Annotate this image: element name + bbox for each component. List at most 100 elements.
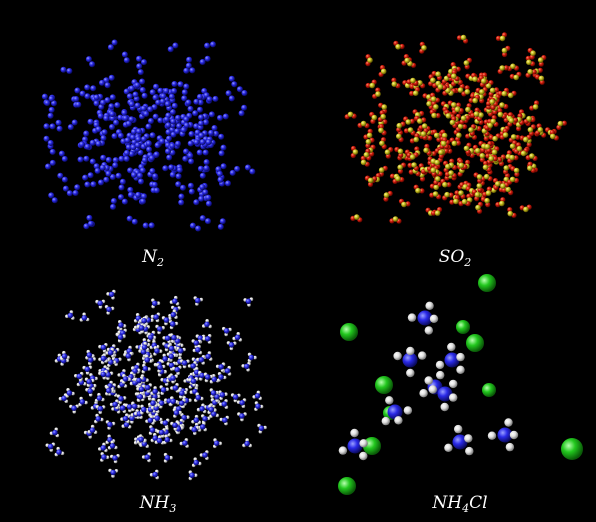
nitrogen-atom [205, 353, 211, 360]
sulfur-atom [527, 69, 533, 75]
nitrogen-atom [95, 140, 102, 147]
nitrogen-atom [142, 222, 149, 229]
oxygen-atom [531, 69, 537, 75]
nitrogen-atom [123, 155, 130, 162]
oxygen-atom [502, 51, 508, 58]
nitrogen-atom [96, 395, 103, 402]
nitrogen-atom [153, 187, 160, 194]
nitrogen-atom [114, 102, 121, 109]
nitrogen-atom [89, 158, 96, 165]
nitrogen-atom [203, 159, 210, 166]
nitrogen-atom [182, 440, 188, 447]
hydrogen-atom [429, 314, 439, 323]
sulfur-atom [435, 176, 441, 182]
nitrogen-atom [108, 74, 115, 81]
nitrogen-atom [66, 390, 73, 396]
nitrogen-atom [199, 172, 206, 179]
sulfur-atom [508, 117, 515, 124]
sulfur-atom [451, 140, 458, 147]
nitrogen-atom [112, 162, 119, 169]
sulfur-atom [550, 133, 556, 140]
nitrogen-atom [84, 143, 91, 150]
sulfur-atom [523, 136, 529, 143]
nitrogen-atom [62, 185, 69, 192]
sulfur-atom [369, 82, 376, 89]
nitrogen-atom [171, 102, 178, 109]
oxygen-atom [497, 90, 503, 97]
nitrogen-atom [100, 445, 107, 451]
hydrogen-atom [436, 370, 445, 380]
sulfur-atom [501, 47, 508, 54]
nitrogen-atom [158, 400, 165, 407]
chloride-ion [478, 274, 496, 292]
hydrogen-atom [449, 393, 458, 402]
nitrogen-atom [170, 375, 176, 381]
nitrogen-atom [61, 395, 67, 402]
hydrogen-atom [150, 318, 154, 323]
nitrogen-atom [437, 386, 453, 402]
nitrogen-atom [218, 150, 225, 157]
nitrogen-atom [244, 363, 250, 370]
nitrogen-atom [89, 139, 96, 146]
nitrogen-atom [221, 401, 228, 407]
nitrogen-atom [204, 55, 211, 62]
nitrogen-atom [93, 100, 100, 107]
hydrogen-atom [424, 376, 433, 385]
nitrogen-atom [205, 139, 212, 146]
nitrogen-atom [151, 181, 158, 188]
hydrogen-atom [202, 336, 206, 341]
nitrogen-atom [244, 164, 251, 171]
nitrogen-atom [100, 99, 106, 106]
oxygen-atom [399, 43, 405, 50]
nitrogen-atom [148, 118, 154, 124]
nitrogen-atom [178, 348, 184, 354]
nitrogen-atom [234, 334, 241, 341]
sulfur-atom [413, 136, 420, 143]
nitrogen-atom [208, 406, 215, 413]
nitrogen-atom [205, 336, 211, 342]
nitrogen-atom [55, 119, 62, 126]
sulfur-atom [380, 68, 387, 75]
nitrogen-atom [239, 400, 245, 406]
oxygen-atom [477, 178, 483, 184]
hydrogen-atom [435, 360, 445, 370]
nitrogen-atom [193, 98, 200, 105]
nitrogen-atom [128, 116, 135, 123]
nitrogen-atom [97, 113, 104, 119]
nitrogen-atom [167, 46, 174, 53]
nitrogen-atom [387, 404, 403, 420]
nitrogen-atom [198, 132, 205, 139]
nitrogen-atom [148, 155, 155, 162]
nitrogen-atom [90, 85, 97, 92]
nitrogen-atom [186, 56, 193, 63]
nitrogen-atom [100, 355, 107, 362]
hydrogen-atom [487, 431, 497, 440]
sulfur-atom [451, 102, 457, 108]
nitrogen-atom [90, 181, 97, 188]
nitrogen-atom [153, 151, 160, 158]
nitrogen-atom [94, 167, 101, 174]
sulfur-atom [433, 184, 440, 191]
sulfur-atom [451, 73, 457, 79]
nitrogen-atom [134, 142, 141, 149]
nitrogen-atom [208, 129, 215, 136]
nitrogen-atom [196, 149, 203, 156]
nitrogen-atom [132, 91, 139, 98]
nitrogen-atom [71, 405, 77, 412]
hydrogen-atom [509, 430, 519, 440]
nitrogen-atom [100, 154, 107, 161]
chloride-ion [363, 437, 381, 455]
nitrogen-atom [185, 99, 192, 106]
nitrogen-atom [213, 130, 219, 137]
nitrogen-atom [137, 394, 144, 400]
sulfur-atom [537, 57, 544, 63]
oxygen-atom [455, 140, 461, 146]
hydrogen-atom [418, 351, 427, 360]
nitrogen-atom [176, 123, 183, 130]
nitrogen-atom [199, 139, 206, 145]
nitrogen-atom [113, 119, 120, 126]
nitrogen-atom [83, 130, 90, 137]
sulfur-atom [442, 181, 448, 188]
nitrogen-atom [169, 142, 176, 149]
nitrogen-atom [51, 100, 57, 107]
